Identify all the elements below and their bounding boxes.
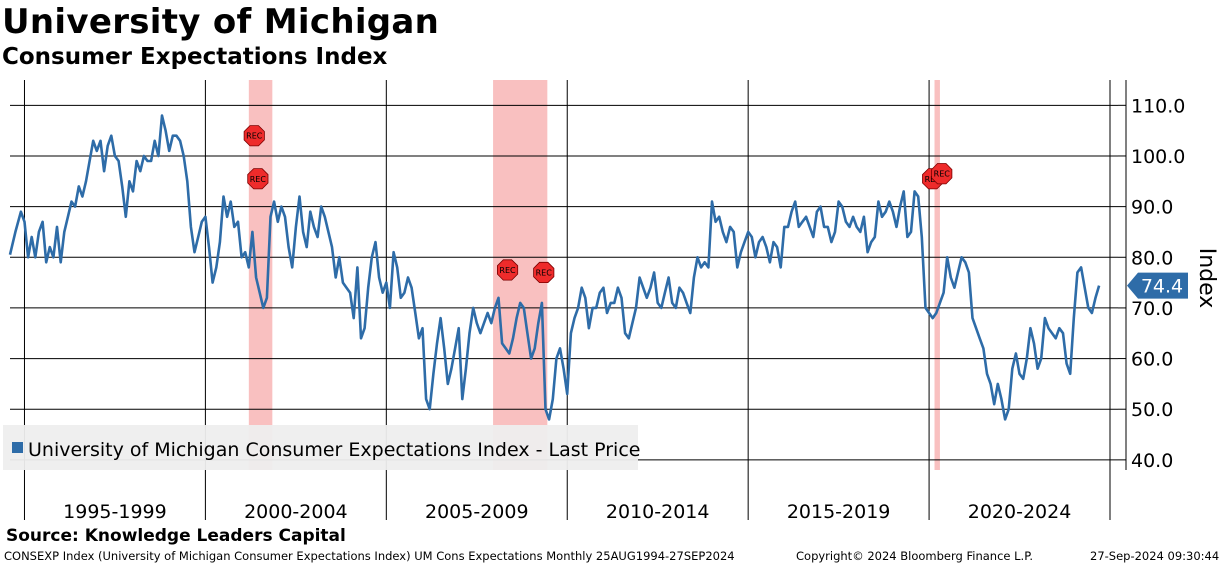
y-tick-label: 80.0 [1131, 247, 1173, 269]
recession-marker-label: REC [250, 175, 267, 184]
period-label: 2005-2009 [425, 501, 529, 523]
recession-marker [247, 168, 269, 190]
source-note: Source: Knowledge Leaders Capital [6, 526, 346, 546]
recession-marker-label: REC [536, 268, 553, 277]
recession-bands [248, 80, 940, 470]
y-tick-label: 100.0 [1131, 146, 1185, 168]
legend-box [3, 425, 638, 470]
y-tick-label: 110.0 [1131, 95, 1185, 117]
footer-copyright: Copyright© 2024 Bloomberg Finance L.P. [796, 549, 1033, 563]
recession-marker [533, 261, 555, 284]
recession-band [934, 80, 940, 470]
legend: University of Michigan Consumer Expectat… [3, 425, 640, 470]
x-period-labels: 1995-1999 2000-2004 2005-2009 2010-2014 2015… [63, 501, 1071, 523]
last-price-badge [1127, 272, 1188, 299]
period-label: 2015-2019 [787, 501, 891, 523]
footer-ticker: CONSEXP Index (University of Michigan Co… [4, 549, 735, 563]
last-price-value: 74.4 [1141, 276, 1183, 298]
y-tick-label: 70.0 [1131, 298, 1173, 320]
legend-label: University of Michigan Consumer Expectat… [28, 439, 640, 461]
recession-marker [243, 125, 265, 147]
y-axis-title: Index [1194, 248, 1219, 309]
footer-timestamp: 27-Sep-2024 09:30:44 [1090, 549, 1220, 563]
series-layer [8, 114, 1101, 421]
period-label: 2020-2024 [968, 501, 1072, 523]
recession-marker [496, 259, 519, 281]
period-label: 2000-2004 [244, 501, 348, 523]
legend-swatch [12, 442, 23, 453]
recession-markers: RECRECRECRECRECREC [243, 125, 953, 284]
series-line [8, 114, 1101, 421]
recession-marker-label: REC [499, 266, 516, 275]
y-tick-label: 50.0 [1131, 399, 1173, 421]
y-tick-label: 40.0 [1131, 450, 1173, 472]
chart-subtitle: Consumer Expectations Index [2, 44, 388, 70]
last-price-tag: 74.4 [1127, 272, 1188, 299]
chart-title: University of Michigan [2, 2, 440, 42]
recession-marker [931, 163, 953, 185]
recession-marker-label: REC [934, 170, 951, 179]
period-label: 1995-1999 [63, 501, 167, 523]
y-tick-label: 60.0 [1131, 349, 1173, 371]
period-label: 2010-2014 [606, 501, 710, 523]
recession-marker-label: REC [246, 132, 263, 141]
y-tick-label: 90.0 [1131, 197, 1173, 219]
y-axis: 40.0 50.0 60.0 70.0 80.0 90.0 100.0 110.0 Index [1118, 80, 1219, 472]
